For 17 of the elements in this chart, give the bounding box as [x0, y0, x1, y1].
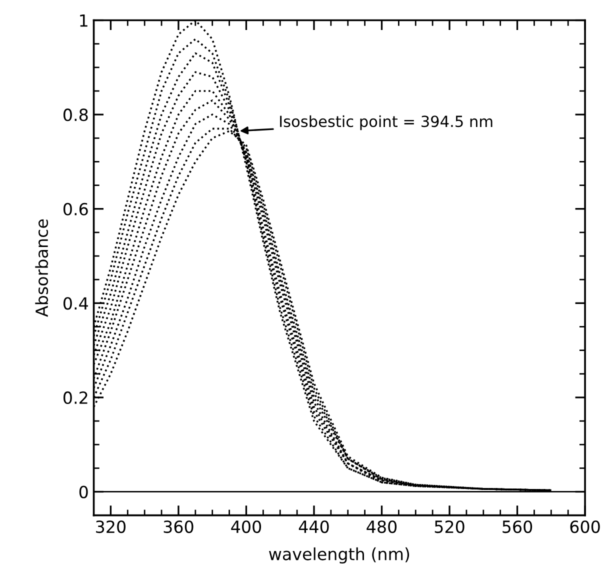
annotation: Isosbestic point = 394.5 nm	[280, 115, 492, 130]
x-tick-label: 360	[164, 520, 194, 534]
y-tick-label: 1	[80, 14, 88, 27]
x-tick-label: 520	[434, 520, 464, 534]
x-tick-label: 600	[570, 520, 600, 534]
x-tick-label: 440	[298, 520, 329, 534]
x-tick-label: 560	[502, 520, 532, 534]
y-tick-label: 0.4	[64, 297, 88, 310]
x-tick-label: 320	[96, 520, 126, 534]
y-tick-label: 0.2	[64, 391, 88, 404]
y-axis-title: Absorbance	[35, 219, 48, 317]
y-tick-label: 0.8	[64, 108, 88, 122]
x-axis-title: wavelength (nm)	[269, 547, 410, 564]
x-tick-label: 400	[231, 520, 262, 534]
x-tick-label: 480	[366, 520, 397, 534]
y-tick-label: 0	[79, 486, 88, 498]
y-tick-label: 0.6	[64, 202, 88, 216]
